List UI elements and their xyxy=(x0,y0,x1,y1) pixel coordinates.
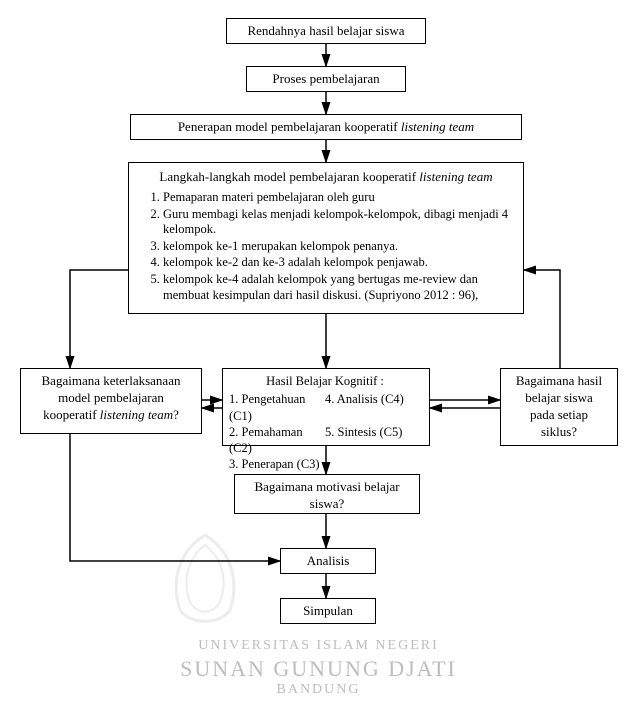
watermark-line3: BANDUNG xyxy=(0,682,637,698)
l2: belajar siswa xyxy=(509,390,609,407)
box-analysis: Analisis xyxy=(280,548,376,574)
steps-title: Langkah-langkah model pembelajaran koope… xyxy=(139,169,513,186)
text-pre: Penerapan model pembelajaran kooperatif xyxy=(178,119,401,134)
text-italic: listening team xyxy=(401,119,474,134)
r2b: 5. Sintesis (C5) xyxy=(325,424,421,457)
l1: Bagaimana motivasi belajar xyxy=(243,479,411,496)
step-2: Guru membagi kelas menjadi kelompok-kelo… xyxy=(163,207,513,238)
box-question-motivation: Bagaimana motivasi belajar siswa? xyxy=(234,474,420,514)
text: Simpulan xyxy=(303,603,353,618)
box-learning-process: Proses pembelajaran xyxy=(246,66,406,92)
l3-it: listening team xyxy=(100,407,173,422)
box-conclusion: Simpulan xyxy=(280,598,376,624)
box-cognitive-results: Hasil Belajar Kognitif : 1. Pengetahuan … xyxy=(222,368,430,446)
box-question-results-cycle: Bagaimana hasil belajar siswa pada setia… xyxy=(500,368,618,446)
uin-logo-watermark xyxy=(160,530,250,630)
line1: Bagaimana keterlaksanaan xyxy=(29,373,193,390)
l3: pada setiap xyxy=(509,407,609,424)
watermark-line2: SUNAN GUNUNG DJATI xyxy=(0,656,637,682)
watermark-line1: UNIVERSITAS ISLAM NEGERI xyxy=(0,638,637,654)
arrow-b4-b5 xyxy=(70,270,128,368)
line2: model pembelajaran xyxy=(29,390,193,407)
r2a: 2. Pemahaman (C2) xyxy=(229,424,325,457)
box-question-implementation: Bagaimana keterlaksanaan model pembelaja… xyxy=(20,368,202,434)
step-4: kelompok ke-2 dan ke-3 adalah kelompok p… xyxy=(163,255,513,271)
r1b: 4. Analisis (C4) xyxy=(325,391,421,424)
title-italic: listening team xyxy=(419,169,492,184)
steps-list: Pemaparan materi pembelajaran oleh guru … xyxy=(139,190,513,303)
text: Analisis xyxy=(307,553,350,568)
l4: siklus? xyxy=(509,424,609,441)
l3-post: ? xyxy=(173,407,179,422)
l3-pre: kooperatif xyxy=(43,407,100,422)
box-model-application: Penerapan model pembelajaran kooperatif … xyxy=(130,114,522,140)
step-1: Pemaparan materi pembelajaran oleh guru xyxy=(163,190,513,206)
text: Proses pembelajaran xyxy=(272,71,379,86)
cog-row3: 3. Penerapan (C3) xyxy=(229,456,421,472)
cog-row1: 1. Pengetahuan (C1) 4. Analisis (C4) xyxy=(229,391,421,424)
text: Rendahnya hasil belajar siswa xyxy=(247,23,404,38)
r3a: 3. Penerapan (C3) xyxy=(229,456,325,472)
l2: siswa? xyxy=(243,496,411,513)
arrow-b7-b4 xyxy=(524,270,560,368)
cog-row2: 2. Pemahaman (C2) 5. Sintesis (C5) xyxy=(229,424,421,457)
box-low-results: Rendahnya hasil belajar siswa xyxy=(226,18,426,44)
step-3: kelompok ke-1 merupakan kelompok penanya… xyxy=(163,239,513,255)
r1a: 1. Pengetahuan (C1) xyxy=(229,391,325,424)
title-pre: Langkah-langkah model pembelajaran koope… xyxy=(159,169,419,184)
l1: Bagaimana hasil xyxy=(509,373,609,390)
step-5: kelompok ke-4 adalah kelompok yang bertu… xyxy=(163,272,513,303)
line3: kooperatif listening team? xyxy=(29,407,193,424)
box-steps: Langkah-langkah model pembelajaran koope… xyxy=(128,162,524,314)
cog-title: Hasil Belajar Kognitif : xyxy=(229,373,421,389)
